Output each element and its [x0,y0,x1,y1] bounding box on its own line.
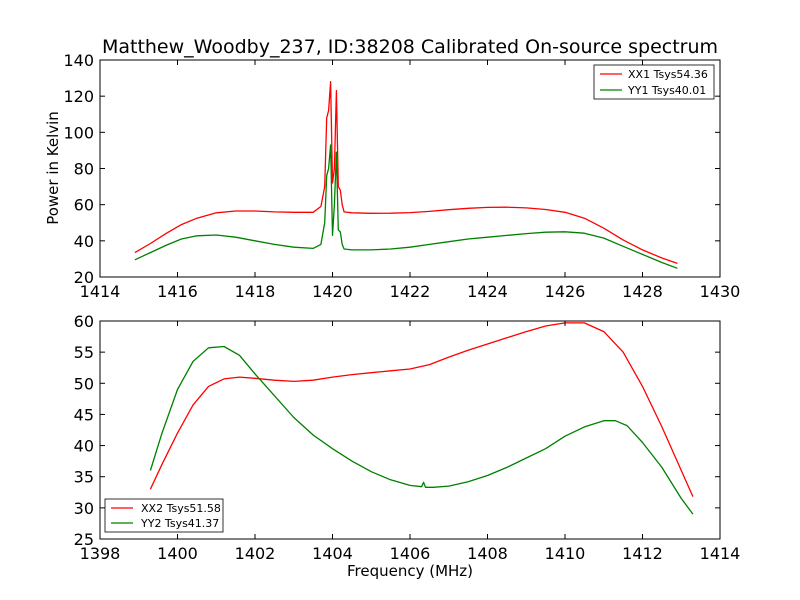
bottom-y-tick-label: 25 [74,530,94,549]
top-x-tick-label: 1430 [700,282,741,301]
bottom-x-tick-label: 1402 [235,544,276,563]
bottom-x-axis-label: Frequency (MHz) [347,562,473,580]
top-x-tick-label: 1428 [622,282,663,301]
bottom-x-tick-label: 1410 [545,544,586,563]
bottom-y-tick-label: 55 [74,343,94,362]
top-x-tick-label: 1426 [545,282,586,301]
bottom-y-tick-label: 40 [74,437,94,456]
top-axes: Matthew_Woodby_237, ID:38208 Calibrated … [44,36,740,301]
top-chart-title: Matthew_Woodby_237, ID:38208 Calibrated … [102,36,718,58]
bottom-legend-label-1: YY2 Tsys41.37 [140,517,219,530]
bottom-y-tick-label: 30 [74,499,94,518]
bottom-x-tick-label: 1412 [622,544,663,563]
top-y-tick-label: 120 [63,87,94,106]
bottom-plot-area: 1398 1400 1402 1404 1406 1408 1410 1412 1414 25 30… [74,312,741,563]
top-legend: XX1 Tsys54.36 YY1 Tsys40.01 [593,64,715,100]
top-x-tick-label: 1424 [467,282,508,301]
top-axes-frame [99,59,721,278]
top-x-tick-label: 1420 [312,282,353,301]
bottom-x-tick-label: 1408 [467,544,508,563]
top-y-tick-label: 80 [74,160,94,179]
bottom-axes-frame [99,320,721,540]
bottom-y-tick-label: 45 [74,405,94,424]
bottom-series-line-1 [149,345,694,515]
bottom-y-tick-label: 60 [74,312,94,331]
top-x-tick-label: 1418 [235,282,276,301]
bottom-x-tick-label: 1414 [700,544,741,563]
bottom-series-line-0 [149,322,694,497]
bottom-x-tick-label: 1400 [157,544,198,563]
bottom-x-tick-label: 1404 [312,544,353,563]
top-y-tick-label: 140 [63,51,94,70]
bottom-y-tick-label: 35 [74,468,94,487]
top-legend-box [593,64,715,100]
top-y-tick-label: 100 [63,123,94,142]
bottom-x-tick-label: 1398 [80,544,121,563]
top-y-tick-label: 60 [74,196,94,215]
top-series-line-1 [134,144,678,269]
bottom-axes: 1398 1400 1402 1404 1406 1408 1410 1412 1414 25 30… [74,312,741,580]
bottom-legend-label-0: XX2 Tsys51.58 [141,502,221,515]
top-x-tick-label: 1414 [80,282,121,301]
top-y-tick-label: 20 [74,268,94,287]
top-y-axis-label: Power in Kelvin [44,111,62,225]
bottom-legend: XX2 Tsys51.58 YY2 Tsys41.37 [104,498,224,533]
top-series-line-0 [134,81,678,265]
bottom-y-tick-label: 50 [74,374,94,393]
bottom-x-tick-label: 1406 [390,544,431,563]
top-y-tick-label: 40 [74,232,94,251]
top-plot-area: 1414 1416 1418 1420 1422 1424 1426 1428 1430 20 40… [63,51,740,301]
top-legend-label-0: XX1 Tsys54.36 [628,68,708,81]
top-x-tick-label: 1422 [390,282,431,301]
top-x-tick-label: 1416 [157,282,198,301]
bottom-legend-box [104,498,224,533]
top-legend-label-1: YY1 Tsys40.01 [627,84,706,97]
